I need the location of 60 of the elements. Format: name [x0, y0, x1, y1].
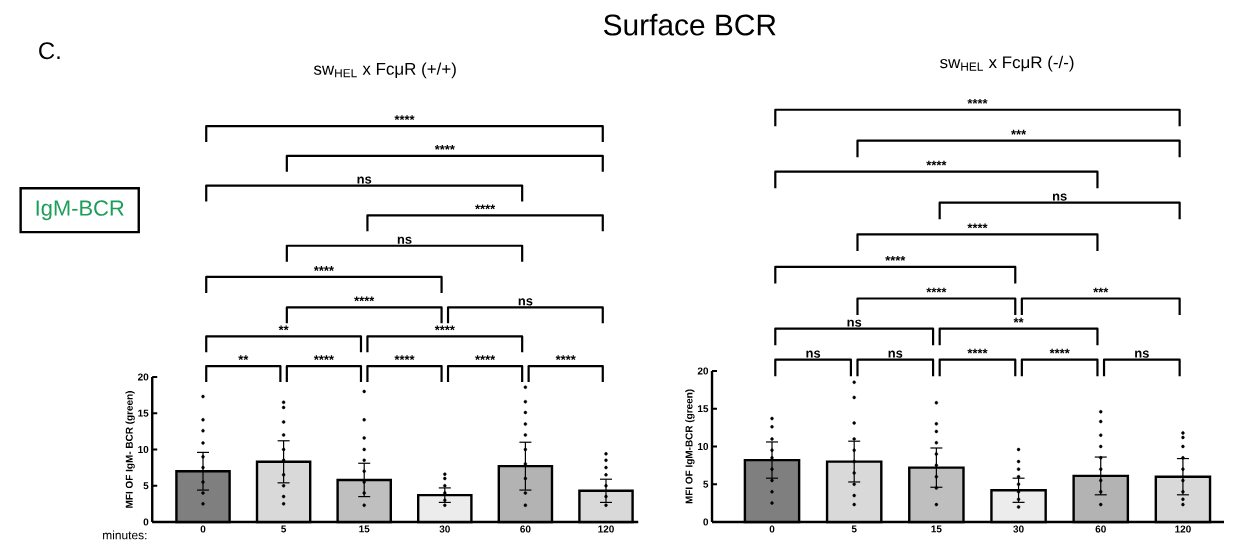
y-tick-label: 0 [143, 518, 149, 526]
y-tick-label: 0 [703, 518, 709, 526]
text: **** [434, 145, 455, 150]
text: **** [475, 355, 496, 361]
text: **** [1049, 348, 1070, 354]
text: **** [926, 160, 947, 166]
text: ns [397, 236, 412, 244]
chart-subtitle: sw$_{HEL}$ x FcμR (-/-) [940, 55, 1074, 72]
text: ** [1013, 317, 1024, 323]
text: C. [39, 42, 60, 60]
x-tick-label: 0 [769, 525, 775, 533]
x-tick-label: 120 [598, 525, 614, 533]
text: ns [888, 350, 903, 358]
x-tick-label: 60 [520, 525, 531, 533]
x-tick-label: 5 [281, 525, 287, 533]
text: *** [1093, 287, 1109, 293]
text: ns [806, 350, 821, 358]
chart-title: Surface BCR [603, 13, 776, 36]
x-tick-label: 30 [1013, 525, 1024, 533]
text: **** [313, 355, 334, 361]
text: **** [967, 348, 988, 354]
x-tick-label: 15 [359, 525, 370, 533]
y-tick-label: 5 [703, 480, 709, 488]
y-tick-label: 20 [697, 367, 709, 375]
text: ns [847, 319, 862, 327]
text: ** [278, 325, 289, 331]
y-tick-label: 20 [137, 373, 149, 381]
text: ns [1135, 350, 1149, 358]
x-tick-label: 0 [200, 525, 206, 533]
y-tick-label: 15 [698, 405, 709, 413]
chart-subtitle: sw$_{HEL}$ x FcμR (+/+) [313, 62, 456, 79]
text: ** [238, 355, 249, 361]
text: IgM-BCR [36, 200, 124, 221]
text: **** [394, 355, 415, 361]
y-tick-label: 5 [143, 482, 149, 490]
y-axis-title: MFI OF IgM- BCR (green) [125, 391, 135, 508]
y-axis-title: MFI OF IgM-BCR (green) [685, 389, 695, 504]
text: **** [434, 325, 455, 331]
text: ns [518, 298, 533, 306]
text: **** [555, 355, 576, 361]
y-tick-label: 15 [138, 409, 149, 417]
text: *** [1011, 129, 1027, 135]
y-tick-label: 10 [698, 442, 709, 451]
text: **** [394, 115, 415, 121]
text: **** [475, 204, 496, 210]
x-tick-label: 30 [439, 525, 450, 533]
text: **** [313, 266, 334, 271]
x-axis-title: minutes: [103, 530, 147, 540]
text: **** [926, 287, 947, 293]
text: **** [885, 255, 906, 261]
y-tick-label: 10 [138, 445, 149, 454]
x-tick-label: 60 [1095, 525, 1106, 533]
text: **** [967, 223, 988, 229]
x-tick-label: 5 [851, 525, 857, 533]
text: **** [354, 296, 375, 302]
x-tick-label: 120 [1175, 525, 1191, 533]
x-tick-label: 15 [931, 525, 942, 533]
text: ns [357, 176, 372, 184]
text: ns [1052, 193, 1067, 201]
text: **** [967, 98, 988, 104]
